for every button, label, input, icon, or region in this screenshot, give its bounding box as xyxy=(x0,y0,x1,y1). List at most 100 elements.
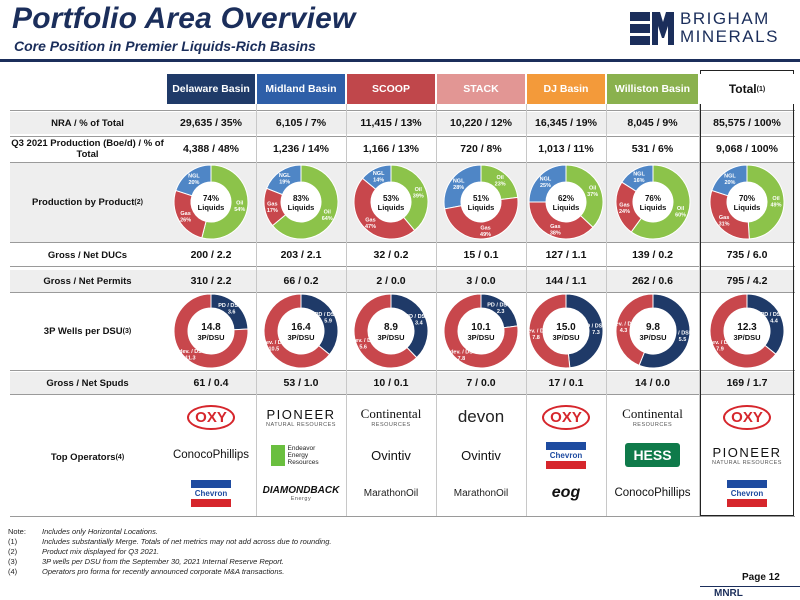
operator-logo-marathonoil: MarathonOil xyxy=(347,476,435,510)
row-divider xyxy=(10,242,795,243)
gas-slice-label: Gas xyxy=(719,215,729,221)
operator-logo-wrap: eog xyxy=(552,484,580,502)
operator-logo-wrap: Endeavor Energy Resources xyxy=(270,444,332,466)
undev-slice-label: 10.5 xyxy=(269,346,280,352)
logo-line2: MINERALS xyxy=(680,27,779,46)
row-band xyxy=(10,270,795,292)
footnote-text: Product mix displayed for Q3 2021. xyxy=(42,547,160,556)
operator-name: Ovintiv xyxy=(371,447,411,463)
liquids-percent: 83% xyxy=(293,194,309,203)
footnote-line: (4) Operators pro forma for recently anno… xyxy=(8,567,331,577)
footnote-key: (1) xyxy=(8,537,18,546)
column-divider xyxy=(699,104,700,516)
undev-slice-label: 5.6 xyxy=(359,345,367,351)
wells-per-dsu-donut: PD / DSU.,2.3 Undev. / DSU.,7.8 10.13P/DSU xyxy=(443,293,519,369)
column-header-label: DJ Basin xyxy=(543,83,589,95)
column-header-label: STACK xyxy=(463,83,499,95)
row-divider xyxy=(10,394,795,395)
column-header: Midland Basin xyxy=(257,74,345,104)
operator-logo-wrap: PIONEER NATURAL RESOURCES xyxy=(712,445,782,466)
footnote-line: (1) Includes substantially Merge. Totals … xyxy=(8,537,331,547)
cell-prod: 531 / 6% xyxy=(631,143,674,155)
gas-slice-label: 47% xyxy=(365,224,376,230)
operator-logo-wrap: Continental RESOURCES xyxy=(622,406,683,428)
column-header-label: SCOOP xyxy=(372,83,410,95)
operator-name: Chevron xyxy=(726,479,768,507)
dsu-word: 3P/DSU xyxy=(733,333,760,342)
ngl-slice-label: 14% xyxy=(373,177,384,183)
column-header-label: Midland Basin xyxy=(265,83,337,95)
row-label-spuds: Gross / Net Spuds xyxy=(10,372,165,394)
column-divider xyxy=(436,104,437,516)
row-label-text: Production by Product xyxy=(32,196,135,208)
operator-name: HESS xyxy=(625,443,680,467)
pd-slice-label: PD / DSU., xyxy=(218,303,245,309)
liquids-percent: 70% xyxy=(739,194,755,203)
operator-logo-pioneer: PIONEER NATURAL RESOURCES xyxy=(257,400,345,434)
column-header: STACK xyxy=(437,74,525,104)
operator-logo-diamondback: DIAMONDBACK Energy xyxy=(257,476,345,510)
undev-slice-label: Undev. / DSU., xyxy=(709,340,739,346)
wells-per-dsu-donut: PD / DSU.,4.4 Undev. / DSU.,7.9 12.33P/DSU xyxy=(709,293,785,369)
operator-logo-eog: eog xyxy=(527,476,605,510)
footnote-ref: (1) xyxy=(756,85,766,93)
operator-logo-conocophillips: ConocoPhillips xyxy=(167,438,255,472)
wells-value: 16.4 xyxy=(291,322,311,333)
liquids-percent: 76% xyxy=(644,194,660,203)
cell-spuds: 14 / 0.0 xyxy=(634,377,671,389)
pd-slice-label: 3.6 xyxy=(228,310,236,316)
pd-slice-label: 5.5 xyxy=(678,337,686,343)
footnote-line: (2) Product mix displayed for Q3 2021. xyxy=(8,547,331,557)
operator-name: Endeavor Energy Resources xyxy=(270,444,332,466)
footnote-text: Includes only Horizontal Locations. xyxy=(42,527,158,536)
ngl-slice-label: NGL xyxy=(633,172,645,178)
cell-permits: 3 / 0.0 xyxy=(466,275,496,287)
footnote-text: Includes substantially Merge. Totals of … xyxy=(42,537,332,546)
operator-logo-devon: devon xyxy=(437,400,525,434)
oil-slice-label: Oil xyxy=(415,187,423,193)
operator-logo-oxy: OXY xyxy=(167,400,255,434)
operator-logo-wrap: Chevron xyxy=(190,479,232,507)
ngl-slice-label: 28% xyxy=(453,185,464,191)
cell-permits: 262 / 0.6 xyxy=(632,275,673,287)
wells-value: 14.8 xyxy=(201,322,221,333)
gas-slice-label: 24% xyxy=(619,209,630,215)
oil-slice-label: 54% xyxy=(234,207,245,213)
operator-logo-marathonoil: MarathonOil xyxy=(437,476,525,510)
liquids-word: Liquids xyxy=(198,203,225,212)
column-header: Total (1) xyxy=(700,74,794,104)
ngl-slice-label: 16% xyxy=(633,178,644,184)
oil-slice-label: Oil xyxy=(497,175,505,181)
operator-logo-wrap: Continental RESOURCES xyxy=(361,406,422,428)
operator-name: Continental xyxy=(622,406,683,421)
operator-logo-wrap: Ovintiv xyxy=(461,448,501,463)
donut-hole xyxy=(191,182,231,222)
pd-slice-label: 5.9 xyxy=(324,319,332,325)
operator-name: Chevron xyxy=(190,479,232,507)
operator-logo-oxy: OXY xyxy=(527,400,605,434)
operator-sublabel: RESOURCES xyxy=(632,422,673,428)
donut-hole xyxy=(458,308,504,354)
wells-value: 9.8 xyxy=(646,322,660,333)
oil-slice-label: 37% xyxy=(587,192,598,198)
column-header: SCOOP xyxy=(347,74,435,104)
operator-name: Chevron xyxy=(545,441,587,469)
liquids-word: Liquids xyxy=(639,203,666,212)
footnote-line: (3) 3P wells per DSU from the September 3… xyxy=(8,557,331,567)
wells-value: 10.1 xyxy=(471,322,491,333)
wells-per-dsu-donut: PD / DSU.,7.3 Undev. / DSU.,7.8 15.03P/DSU xyxy=(528,293,604,369)
column-header-label: Williston Basin xyxy=(614,83,691,95)
liquids-percent: 74% xyxy=(203,194,219,203)
liquids-word: Liquids xyxy=(468,203,495,212)
gas-slice-label: 17% xyxy=(267,208,278,214)
cell-spuds: 61 / 0.4 xyxy=(193,377,229,389)
undev-slice-label: Undev. / DSU., xyxy=(528,329,555,335)
cell-spuds: 7 / 0.0 xyxy=(466,377,496,389)
operator-logo-conocophillips: ConocoPhillips xyxy=(607,476,698,510)
operator-logo-wrap: Ovintiv xyxy=(371,448,411,463)
operator-logo-wrap: Chevron xyxy=(726,479,768,507)
